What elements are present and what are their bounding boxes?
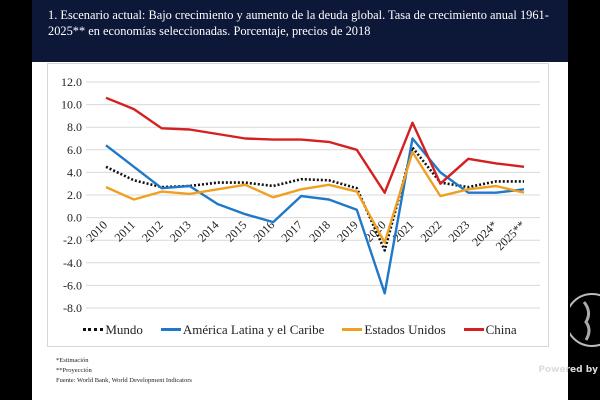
- legend-item: Estados Unidos: [342, 321, 446, 338]
- legend-swatch: [463, 328, 484, 331]
- note-source: Fuente: World Bank, World Development In…: [56, 377, 192, 384]
- note-estimate: *Estimación: [56, 357, 89, 364]
- series-line-china: [105, 96, 525, 194]
- legend-label: América Latina y el Caribe: [182, 321, 325, 337]
- legend-swatch: [83, 328, 104, 331]
- legend-label: China: [485, 321, 517, 337]
- y-tick-label: 2.0: [67, 188, 82, 202]
- y-tick-label: -4.0: [63, 256, 82, 270]
- chart-container: 12.0 10.0 8.0 6.0 4.0 2.0 0.0 -2.0 -4.0 -6.0 -8.0 2…: [47, 63, 549, 347]
- y-tick-label: 10.0: [61, 98, 82, 112]
- line-chart: 12.0 10.0 8.0 6.0 4.0 2.0 0.0 -2.0 -4.0 -6.0 -8.0 2…: [61, 75, 540, 315]
- x-tick-label: 2025**: [493, 218, 528, 253]
- y-tick-label: 4.0: [67, 165, 82, 179]
- y-tick-label: 6.0: [67, 143, 82, 157]
- series-line-estados-unidos: [105, 150, 525, 244]
- university-seal-icon: [570, 293, 600, 347]
- footnotes: *Estimación **Proyección Fuente: World B…: [56, 356, 192, 386]
- legend-item: Mundo: [83, 322, 143, 338]
- powered-by-watermark: Powered by: [538, 365, 598, 375]
- legend-label: Mundo: [105, 321, 143, 337]
- series-line-américa-latina-y-el-caribe: [105, 137, 525, 295]
- legend-label: Estados Unidos: [364, 321, 446, 337]
- y-tick-label: -2.0: [63, 233, 82, 247]
- slide: 1. Escenario actual: Bajo crecimiento y …: [32, 0, 568, 400]
- slide-header: 1. Escenario actual: Bajo crecimiento y …: [32, 0, 568, 62]
- y-tick-label: -8.0: [63, 301, 82, 315]
- legend-swatch: [160, 328, 181, 331]
- legend-swatch: [342, 328, 363, 331]
- legend-item: China: [463, 321, 517, 338]
- y-tick-label: 8.0: [67, 120, 82, 134]
- y-tick-label: -6.0: [63, 278, 82, 292]
- slide-title: 1. Escenario actual: Bajo crecimiento y …: [48, 8, 549, 38]
- legend: Mundo América Latina y el Caribe Estados U…: [32, 319, 568, 338]
- y-tick-label: 12.0: [61, 75, 82, 89]
- y-tick-label: 0.0: [67, 211, 82, 225]
- legend-item: América Latina y el Caribe: [160, 321, 325, 338]
- note-projection: **Proyección: [56, 367, 92, 374]
